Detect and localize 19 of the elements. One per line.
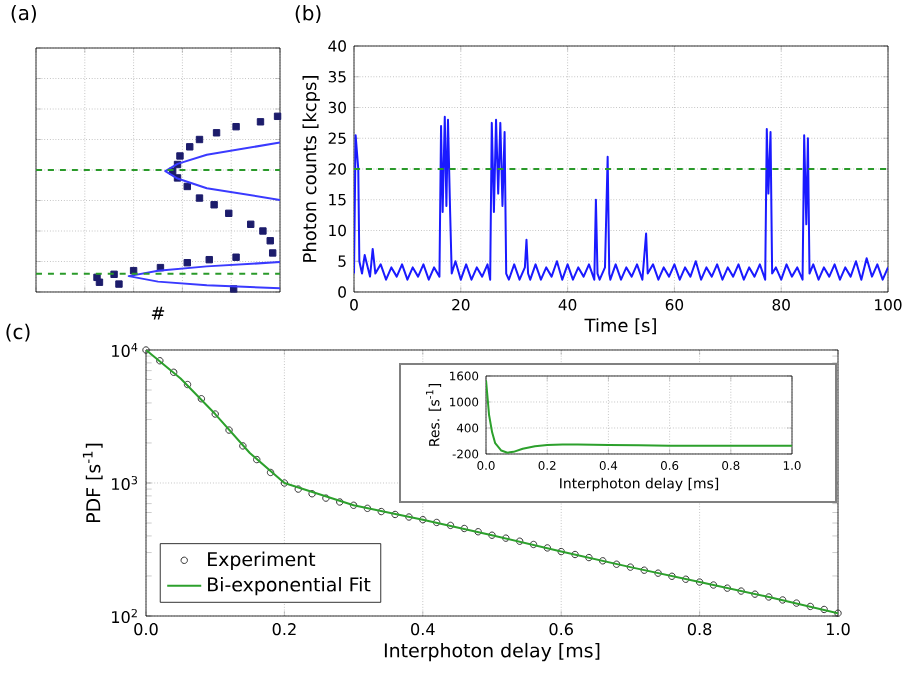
- y-tick-label: 10$^{3}$: [112, 475, 138, 491]
- x-tick-label: 0.0: [134, 623, 158, 636]
- legend-label: Experiment: [208, 551, 316, 570]
- legend-label: Bi-exponential Fit: [208, 576, 371, 596]
- x-axis-title: Interphoton delay [ms]: [384, 642, 600, 662]
- x-tick-label: 0.4: [411, 623, 435, 636]
- y-axis-title: Photon counts [kcps]: [302, 76, 320, 262]
- x-axis-title: #: [151, 306, 165, 320]
- x-tick-label: 0.6: [549, 623, 573, 636]
- text: (c): [6, 323, 30, 342]
- y-tick-label: 10$^{4}$: [112, 342, 138, 358]
- x-tick-label: 0.8: [687, 623, 712, 636]
- x-tick-label: 1.0: [826, 623, 850, 636]
- y-axis-title: PDF [s$^{-1}$]: [82, 443, 103, 523]
- y-tick-label: 10$^{2}$: [112, 608, 137, 624]
- text: (b): [295, 5, 321, 23]
- x-tick-label: 0.2: [272, 623, 296, 636]
- text: (a): [11, 4, 36, 23]
- x-axis-title: Time [s]: [584, 318, 656, 335]
